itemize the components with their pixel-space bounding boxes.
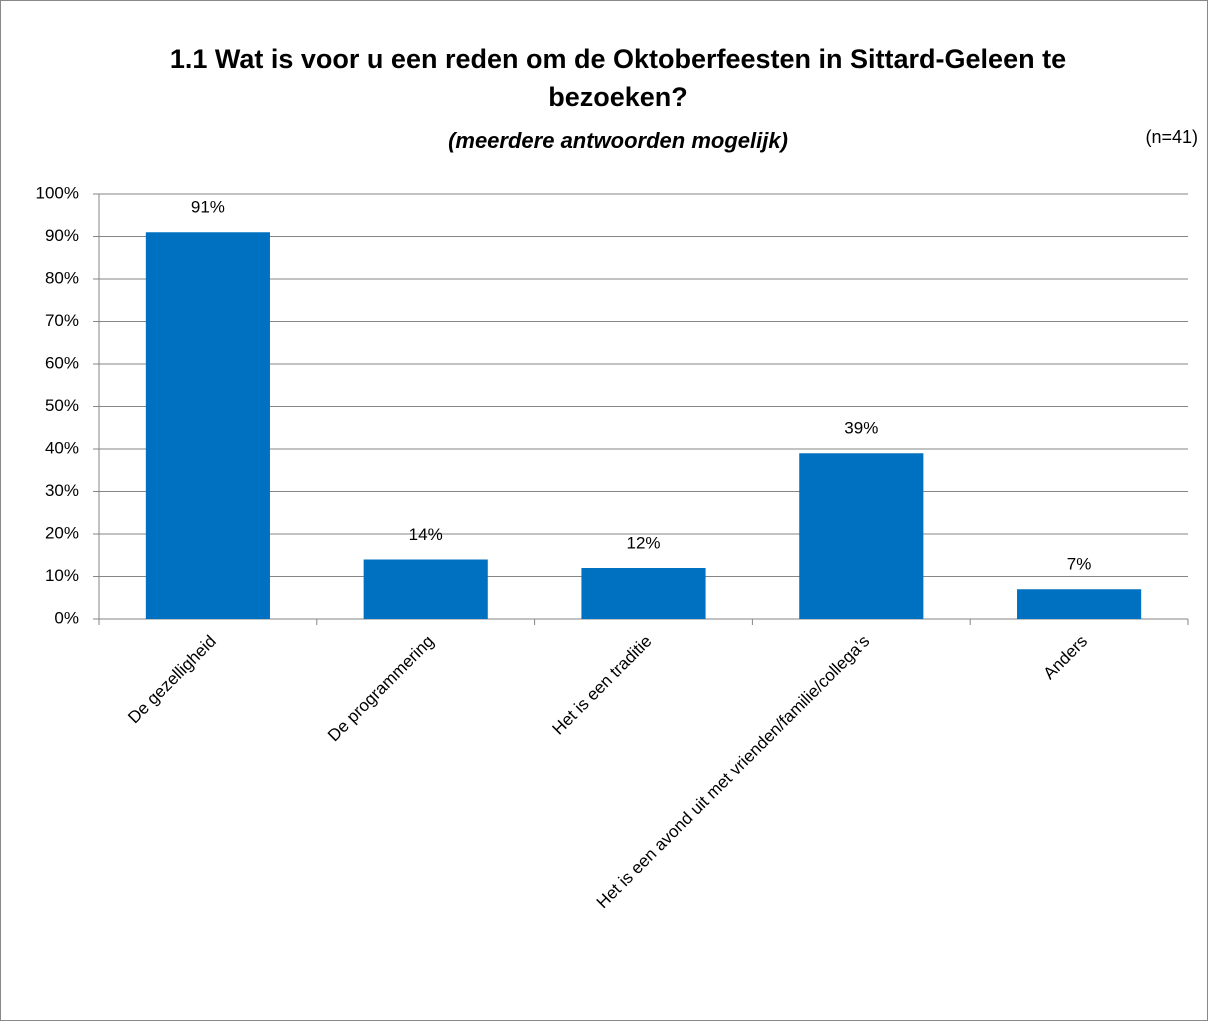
y-tick-label: 80%: [45, 268, 79, 287]
y-tick-label: 50%: [45, 396, 79, 415]
data-label: 39%: [844, 419, 878, 438]
x-tick-label: Anders: [1040, 632, 1092, 684]
y-tick-label: 90%: [45, 226, 79, 245]
bar: [1017, 589, 1142, 619]
data-label: 7%: [1067, 555, 1092, 574]
y-tick-label: 100%: [36, 183, 79, 202]
y-tick-label: 30%: [45, 481, 79, 500]
data-label: 14%: [409, 525, 443, 544]
bar: [581, 568, 706, 619]
chart-title: 1.1 Wat is voor u een reden om de Oktobe…: [169, 44, 1067, 112]
y-tick-label: 0%: [54, 608, 79, 627]
bar: [363, 559, 488, 619]
y-tick-label: 20%: [45, 523, 79, 542]
data-label: 12%: [626, 533, 660, 552]
x-tick-label: Het is een traditie: [549, 632, 656, 739]
y-tick-label: 40%: [45, 438, 79, 457]
x-tick-label: Het is een avond uit met vrienden/famili…: [593, 632, 873, 912]
x-tick-label: De gezelligheid: [124, 632, 220, 728]
x-tick-label: De programmering: [324, 632, 438, 746]
chart-subtitle: (meerdere antwoorden mogelijk): [448, 128, 788, 153]
data-label: 91%: [191, 198, 225, 217]
bar: [799, 453, 924, 619]
y-tick-label: 10%: [45, 566, 79, 585]
y-tick-label: 70%: [45, 311, 79, 330]
y-tick-label: 60%: [45, 353, 79, 372]
bar: [145, 232, 270, 619]
sample-size-note: (n=41): [1145, 127, 1198, 147]
